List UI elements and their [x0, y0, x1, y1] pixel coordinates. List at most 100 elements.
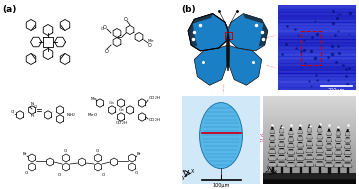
Polygon shape — [345, 152, 350, 154]
Polygon shape — [270, 137, 274, 139]
Bar — [225, 32, 232, 39]
Polygon shape — [307, 134, 312, 139]
Polygon shape — [336, 144, 341, 147]
Bar — [278, 77, 356, 79]
Text: X: X — [191, 169, 195, 174]
Bar — [278, 40, 356, 42]
Polygon shape — [288, 151, 294, 153]
Polygon shape — [308, 136, 312, 138]
Polygon shape — [279, 150, 284, 152]
Text: (b): (b) — [181, 5, 196, 14]
Polygon shape — [327, 138, 331, 141]
Polygon shape — [347, 129, 348, 131]
Text: Ga: Ga — [119, 108, 125, 112]
Text: $\rm CO_2H$: $\rm CO_2H$ — [115, 119, 128, 127]
Polygon shape — [327, 132, 331, 135]
Bar — [263, 179, 356, 184]
Polygon shape — [326, 144, 332, 148]
Polygon shape — [328, 129, 330, 131]
Polygon shape — [300, 127, 301, 129]
Text: (a): (a) — [2, 5, 17, 14]
Text: X: X — [274, 170, 278, 175]
Polygon shape — [270, 150, 275, 153]
Polygon shape — [270, 144, 275, 146]
Polygon shape — [270, 129, 274, 133]
Bar — [278, 9, 356, 11]
Polygon shape — [308, 128, 311, 132]
Polygon shape — [278, 162, 286, 166]
Bar — [263, 180, 356, 184]
Text: $\rm O$: $\rm O$ — [135, 169, 140, 176]
Text: $\rm O$: $\rm O$ — [104, 47, 110, 55]
Polygon shape — [318, 129, 321, 131]
Bar — [278, 50, 356, 52]
Bar — [278, 19, 356, 22]
Polygon shape — [346, 133, 349, 135]
Polygon shape — [269, 164, 276, 166]
Polygon shape — [279, 157, 285, 159]
Polygon shape — [287, 164, 294, 166]
Polygon shape — [289, 132, 293, 134]
Bar — [278, 29, 356, 32]
Ellipse shape — [227, 31, 229, 71]
Polygon shape — [337, 132, 340, 134]
Text: $\rm CO_2H$: $\rm CO_2H$ — [148, 94, 161, 102]
Text: $\rm NH_2$: $\rm NH_2$ — [66, 111, 76, 119]
Polygon shape — [290, 128, 292, 130]
Polygon shape — [271, 130, 274, 133]
Text: $\rm MeO$: $\rm MeO$ — [87, 112, 98, 119]
Text: $\rm O$: $\rm O$ — [102, 170, 107, 177]
Polygon shape — [316, 162, 324, 166]
Polygon shape — [326, 151, 332, 154]
Text: y: y — [267, 166, 270, 171]
Polygon shape — [326, 150, 332, 154]
Bar — [278, 80, 356, 83]
Polygon shape — [326, 158, 332, 160]
Text: z: z — [265, 170, 267, 174]
Polygon shape — [298, 137, 302, 140]
Polygon shape — [289, 145, 293, 147]
Bar — [278, 67, 356, 69]
Polygon shape — [335, 164, 342, 166]
Polygon shape — [297, 164, 304, 166]
Polygon shape — [336, 138, 340, 141]
Polygon shape — [300, 167, 301, 174]
Polygon shape — [269, 149, 276, 153]
Polygon shape — [325, 163, 333, 167]
Polygon shape — [278, 149, 285, 153]
Bar — [278, 5, 356, 8]
Text: y: y — [182, 175, 185, 180]
Polygon shape — [346, 139, 350, 141]
Polygon shape — [298, 144, 303, 146]
Polygon shape — [336, 131, 340, 135]
Polygon shape — [305, 162, 314, 166]
Polygon shape — [309, 166, 310, 174]
Polygon shape — [289, 130, 293, 134]
Text: Br: Br — [23, 152, 27, 156]
Bar — [278, 57, 356, 59]
Polygon shape — [344, 164, 351, 167]
Polygon shape — [335, 156, 342, 160]
Polygon shape — [317, 134, 322, 139]
Polygon shape — [270, 143, 275, 146]
Text: Ga: Ga — [109, 101, 115, 105]
Polygon shape — [344, 157, 351, 160]
Polygon shape — [287, 163, 295, 167]
Polygon shape — [297, 149, 303, 153]
Bar — [278, 63, 356, 66]
Text: 200μm: 200μm — [328, 88, 345, 93]
Polygon shape — [328, 167, 330, 174]
Polygon shape — [334, 163, 342, 167]
Bar — [278, 60, 356, 62]
Polygon shape — [279, 142, 284, 146]
Polygon shape — [243, 14, 268, 46]
Polygon shape — [281, 126, 282, 127]
Polygon shape — [288, 157, 294, 160]
Polygon shape — [297, 156, 304, 160]
Polygon shape — [319, 125, 320, 126]
Text: $\rm O$: $\rm O$ — [95, 146, 101, 153]
Text: $\rm O$: $\rm O$ — [123, 15, 129, 23]
Polygon shape — [296, 163, 304, 167]
Polygon shape — [346, 132, 350, 136]
Polygon shape — [317, 149, 322, 152]
